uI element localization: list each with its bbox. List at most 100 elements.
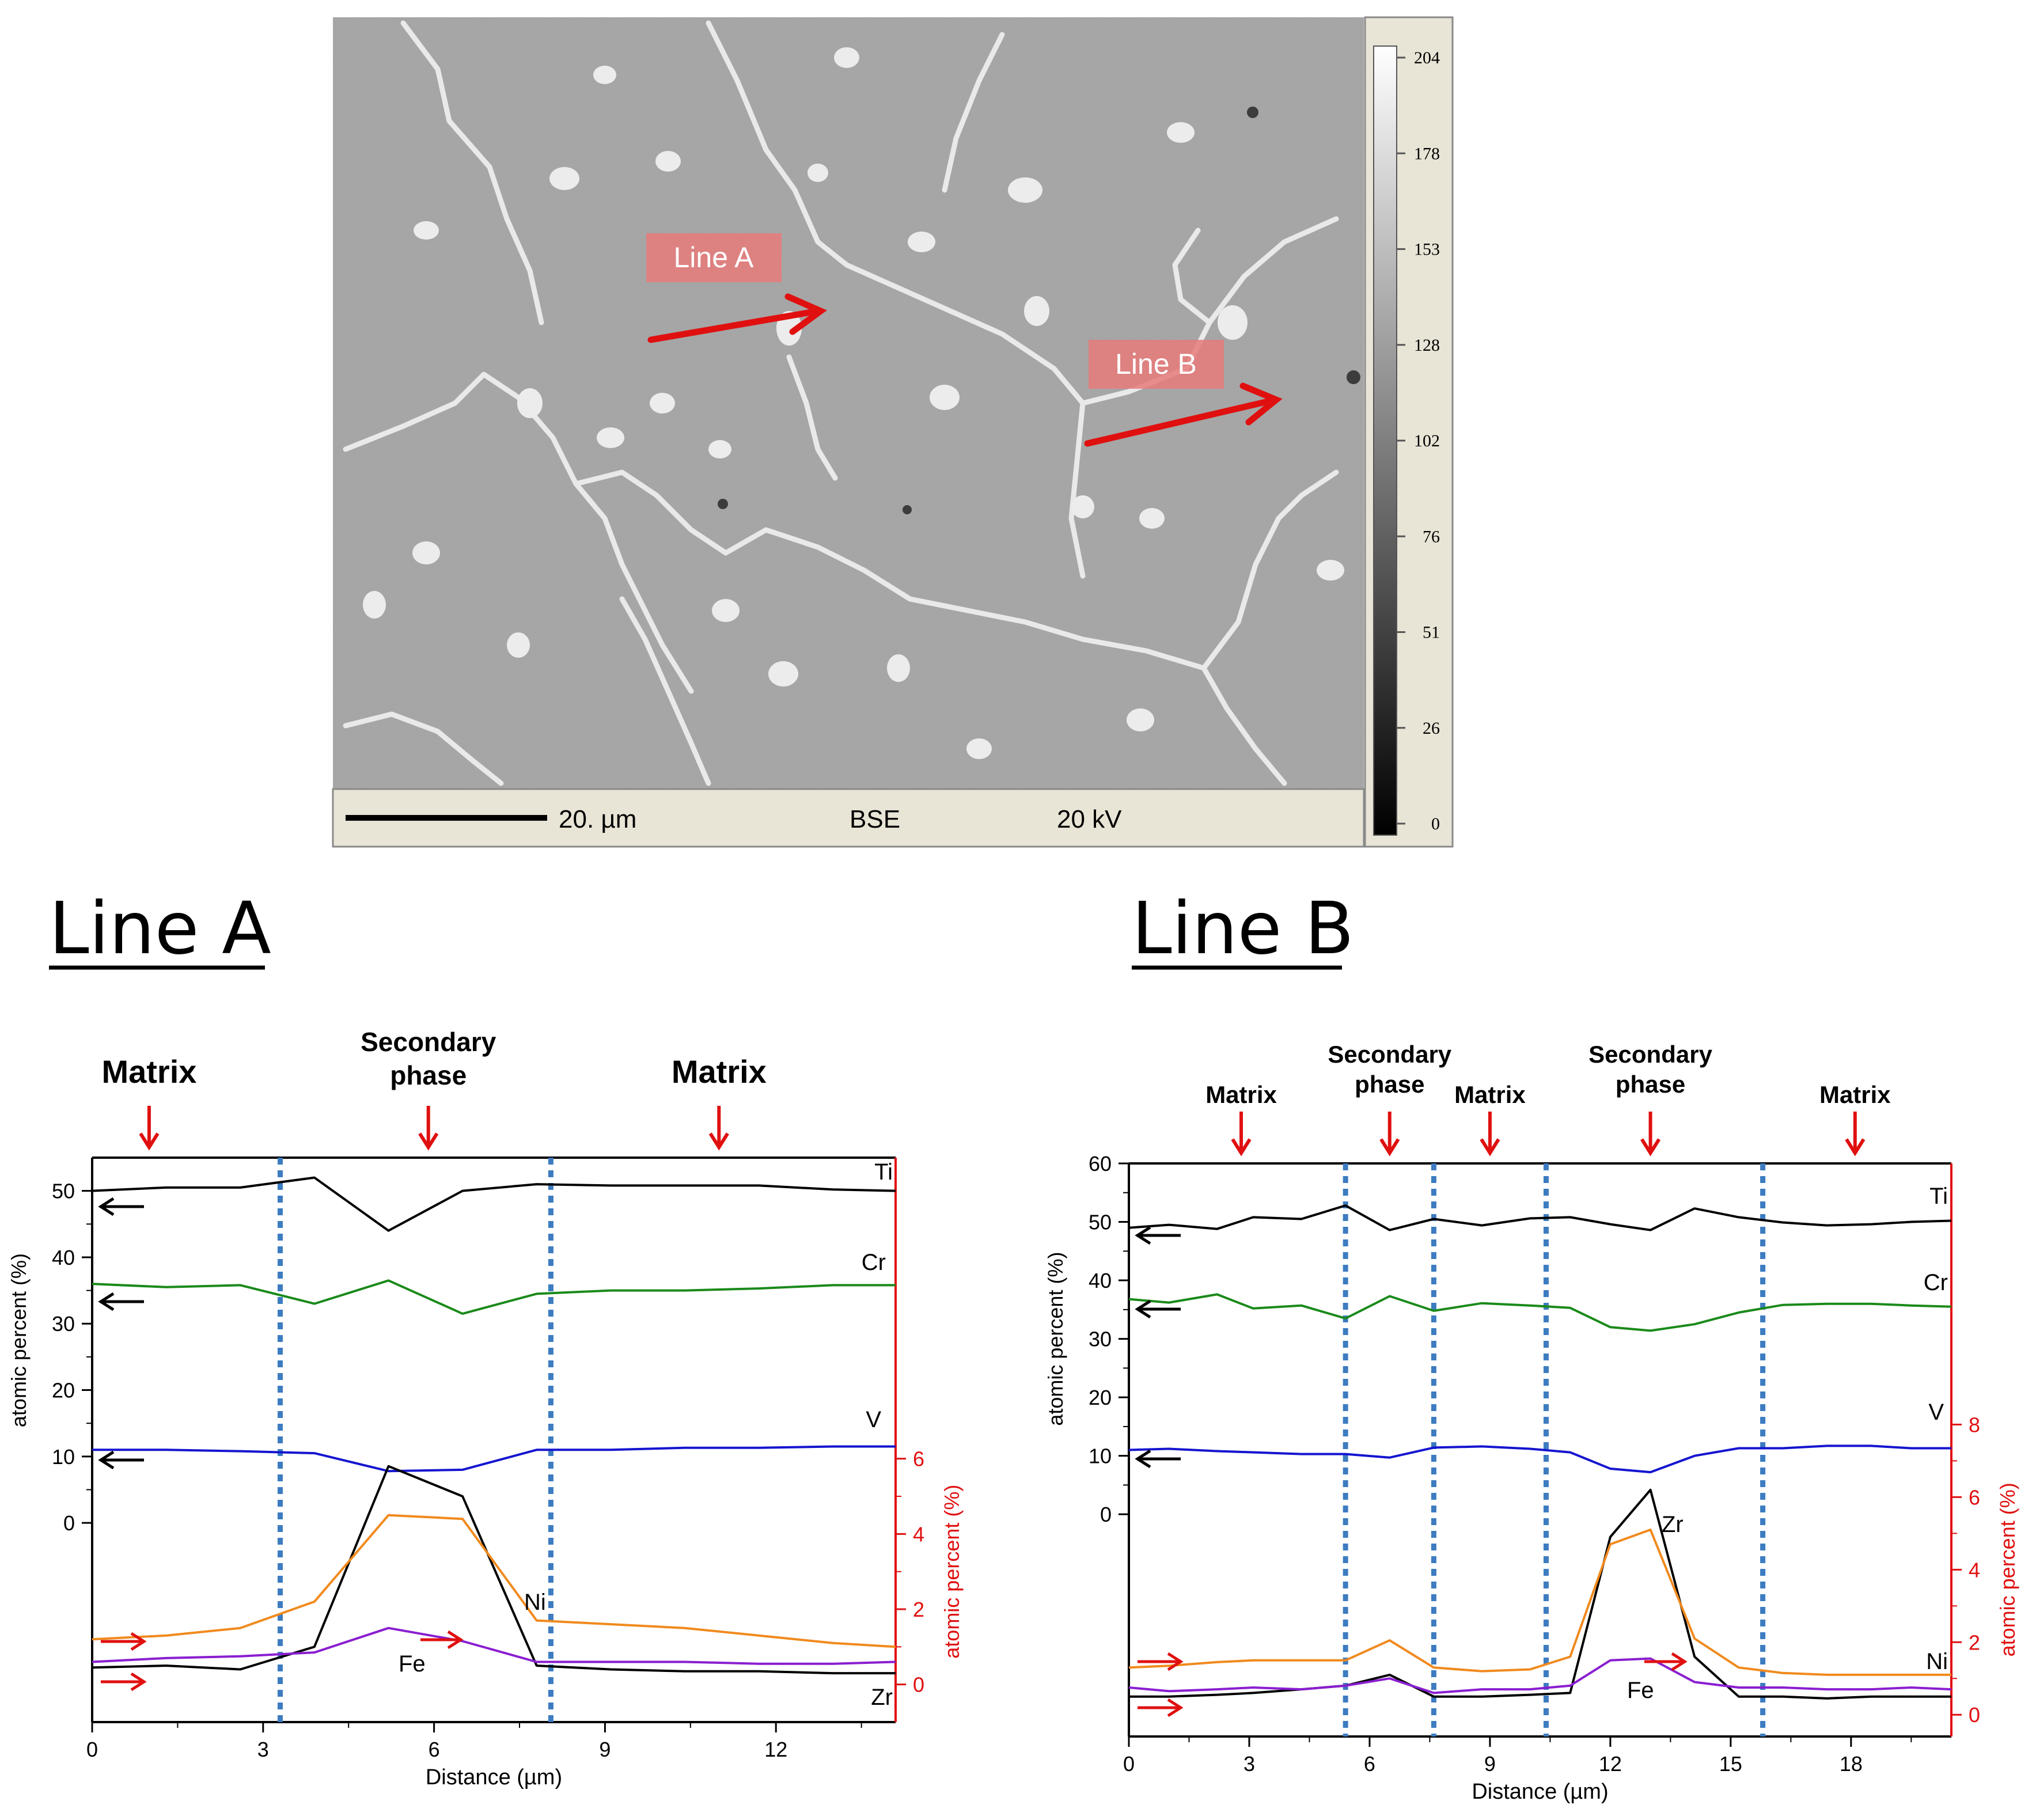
particle: [597, 427, 624, 448]
series-ti-label: Ti: [874, 1159, 893, 1185]
x-tick-label: 12: [1599, 1752, 1622, 1776]
series-v-label: V: [866, 1407, 881, 1432]
region-label: Matrix: [1454, 1081, 1526, 1108]
grain-boundary-5: [343, 371, 694, 694]
y-left-tick-label: 10: [1089, 1444, 1112, 1468]
particle: [549, 167, 579, 190]
line-b-arrow-shaft: [1084, 397, 1276, 447]
particle: [908, 232, 935, 252]
colorbar-tick-label: 128: [1414, 336, 1440, 355]
y-left-tick-label: 0: [1100, 1503, 1112, 1526]
left-axis-pointer-arrowhead: [1135, 1226, 1151, 1245]
line-a-label: Line A: [673, 241, 754, 274]
right-axis-pointer-arrowhead: [130, 1672, 147, 1692]
series-ti-label: Ti: [1929, 1184, 1948, 1209]
y-right-tick-label: 4: [1969, 1558, 1980, 1582]
region-label: Matrix: [101, 1053, 196, 1090]
colorbar-tick-label: 26: [1423, 719, 1440, 738]
series-ti-line: [1128, 1204, 1952, 1231]
y-right-tick-label: 8: [1969, 1413, 1980, 1436]
pore: [1247, 107, 1258, 118]
particle: [414, 221, 439, 240]
colorbar-gradient: [1373, 46, 1397, 836]
region-arrowhead: [139, 1132, 160, 1151]
x-tick-label: 0: [1123, 1752, 1135, 1776]
series-cr-label: Cr: [1924, 1270, 1948, 1295]
voltage-label: 20 kV: [1057, 805, 1122, 833]
series-v-line: [1128, 1444, 1951, 1474]
y-left-tick-label: 20: [1089, 1386, 1112, 1409]
particle: [507, 632, 530, 658]
sem-micrograph: 20. µm BSE 20 kV 2041781531281027651260 …: [332, 16, 1454, 848]
y-right-tick-label: 6: [913, 1447, 924, 1471]
x-tick-label: 6: [429, 1738, 440, 1761]
grain-boundary-13: [786, 354, 838, 481]
region-label-line: Secondary: [1588, 1041, 1712, 1068]
region-arrowhead: [1231, 1138, 1252, 1157]
particle: [1071, 495, 1094, 518]
left-axis-pointer-arrowhead: [1135, 1299, 1151, 1319]
line-b-arrow: [1084, 382, 1283, 447]
grain-boundary-10: [1172, 227, 1212, 325]
y-left-tick-label: 20: [52, 1379, 75, 1402]
y-left-tick-label: 60: [1089, 1152, 1112, 1176]
x-tick-label: 3: [257, 1738, 269, 1761]
line-b-arrow-head: [1239, 382, 1283, 426]
y-left-tick-label: 50: [52, 1180, 75, 1203]
detector-mode-label: BSE: [850, 805, 900, 833]
colorbar-tick-label: 51: [1423, 623, 1440, 642]
particle: [1218, 305, 1248, 340]
region-arrowhead: [1379, 1138, 1400, 1157]
y-left-axis-label: atomic percent (%): [7, 1253, 31, 1427]
right-axis-pointer-arrowhead: [447, 1630, 464, 1650]
particle: [1139, 508, 1165, 529]
grain-boundary-9: [1201, 469, 1339, 671]
y-left-tick-label: 40: [52, 1246, 75, 1269]
colorbar-tick-label: 76: [1423, 527, 1440, 546]
grain-boundary-12: [343, 711, 504, 786]
left-axis-pointer-arrowhead: [98, 1450, 115, 1470]
left-axis-pointer-arrowhead: [1135, 1449, 1151, 1469]
series-zr-line: [1129, 1488, 1951, 1700]
x-tick-label: 3: [1243, 1752, 1255, 1776]
secondary-phase-particles: [363, 47, 1344, 759]
particle: [1024, 296, 1049, 326]
y-right-tick-label: 4: [913, 1522, 924, 1546]
y-right-tick-label: 0: [913, 1673, 924, 1697]
left-axis-pointer-arrowhead: [98, 1197, 115, 1216]
grain-boundary-1: [400, 20, 544, 325]
y-right-tick-label: 6: [1969, 1485, 1980, 1509]
y-right-tick-label: 0: [1969, 1703, 1980, 1727]
region-arrowhead: [1845, 1138, 1866, 1157]
grain-boundary-4: [942, 32, 1005, 193]
particle: [887, 654, 910, 682]
series-cr-line: [92, 1279, 896, 1315]
region-label: Secondary phase: [361, 1027, 496, 1090]
pore: [903, 505, 912, 514]
particle: [517, 388, 543, 418]
series-fe-label: Fe: [1627, 1678, 1654, 1703]
right-axis-pointer-arrowhead: [1167, 1652, 1184, 1671]
colorbar-tick-label: 0: [1431, 814, 1440, 833]
scale-bar-label: 20. µm: [559, 805, 636, 833]
left-axis-pointer-arrowhead: [98, 1292, 115, 1311]
particle: [834, 47, 859, 68]
colorbar-tick-label: 178: [1414, 144, 1440, 163]
colorbar-ticks: 204 178 153 128 102 76 51 26 0: [1397, 48, 1440, 833]
x-tick-label: 18: [1840, 1752, 1863, 1776]
series-zr-label: Zr: [871, 1685, 893, 1710]
region-label: Secondary phase: [1588, 1041, 1712, 1098]
x-axis-label: Distance (µm): [1472, 1780, 1608, 1804]
series-ni-line: [1128, 1529, 1951, 1676]
grain-boundary-2: [706, 20, 1086, 406]
y-right-axis-label: atomic percent (%): [1996, 1482, 2019, 1656]
colorbar-tick-label: 204: [1414, 48, 1440, 67]
x-axis-label: Distance (µm): [426, 1765, 562, 1789]
particle: [930, 385, 960, 410]
y-left-tick-label: 30: [52, 1312, 75, 1336]
particle: [593, 66, 616, 84]
pore: [718, 499, 728, 509]
scale-bar: [346, 815, 547, 821]
particle: [966, 738, 992, 759]
